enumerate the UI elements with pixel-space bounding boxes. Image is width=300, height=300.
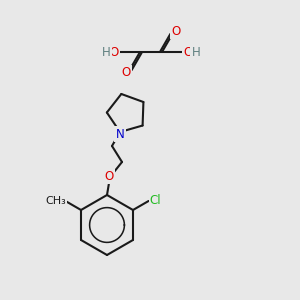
- Text: O: O: [110, 46, 118, 59]
- Text: Cl: Cl: [150, 194, 161, 208]
- Text: O: O: [171, 25, 181, 38]
- Text: O: O: [104, 169, 114, 182]
- Text: O: O: [122, 66, 130, 79]
- Text: CH₃: CH₃: [45, 196, 66, 206]
- Text: N: N: [116, 128, 124, 140]
- Text: H: H: [102, 46, 110, 59]
- Text: O: O: [183, 46, 193, 59]
- Text: H: H: [192, 46, 200, 59]
